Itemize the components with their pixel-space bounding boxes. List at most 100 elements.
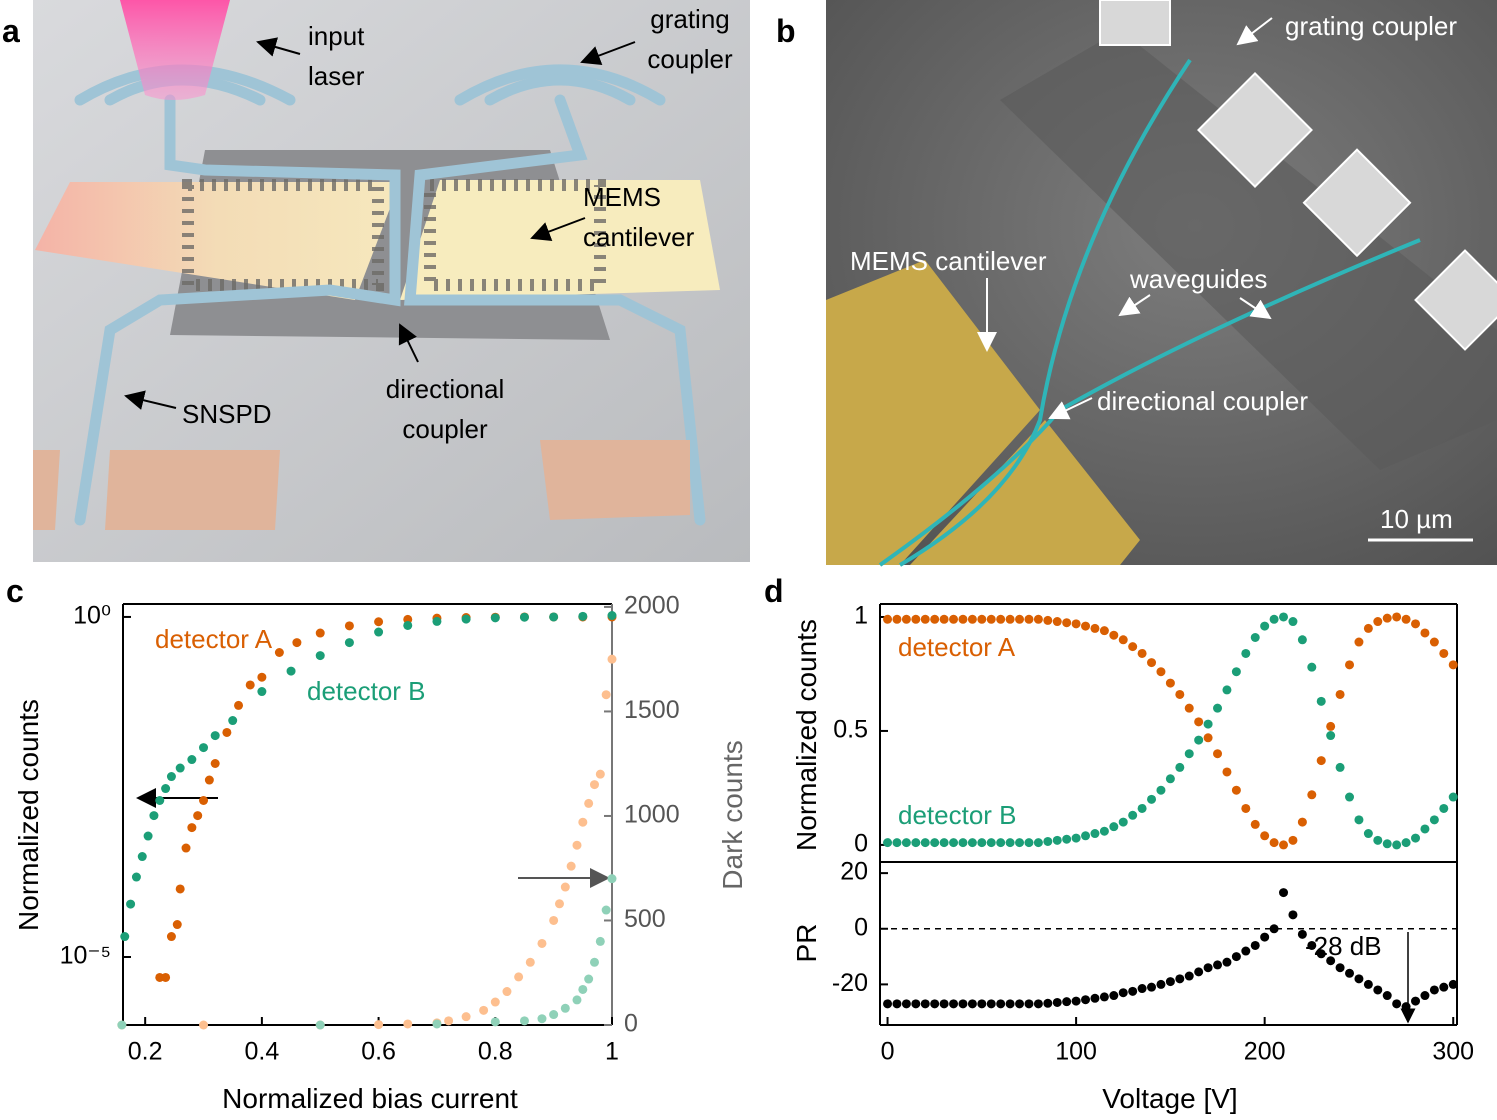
- data-point: [1439, 803, 1449, 813]
- y-tick-label: 10⁻⁵: [60, 942, 111, 970]
- x-tick-label: 1: [605, 1038, 619, 1066]
- data-point: [461, 614, 471, 624]
- data-point: [490, 613, 500, 623]
- data-point: [1165, 678, 1175, 688]
- data-point: [1090, 829, 1100, 839]
- data-point: [444, 1016, 454, 1026]
- data-point: [1307, 940, 1317, 950]
- data-point: [967, 999, 977, 1009]
- data-point: [578, 817, 588, 827]
- x-tick-label: 0.8: [478, 1038, 513, 1066]
- data-point: [1128, 810, 1138, 820]
- data-point: [1363, 623, 1373, 633]
- data-point: [210, 731, 220, 741]
- data-point: [1175, 689, 1185, 699]
- data-point: [1024, 838, 1034, 848]
- data-point: [1203, 719, 1213, 729]
- annotation: -28 dB: [1305, 931, 1382, 961]
- y-axis-label: Normalized counts: [13, 699, 44, 931]
- data-point: [1099, 826, 1109, 836]
- x-tick-label: 300: [1432, 1038, 1474, 1066]
- data-point: [222, 727, 232, 737]
- data-point: [1420, 628, 1430, 638]
- data-point: [502, 987, 512, 997]
- data-point: [986, 614, 996, 624]
- data-point: [1288, 617, 1298, 627]
- data-point: [1401, 614, 1411, 624]
- data-point: [1392, 840, 1402, 850]
- annotation: SNSPD: [182, 399, 272, 429]
- data-point: [607, 611, 617, 621]
- annotation: MEMS cantilever: [850, 246, 1047, 276]
- y-tick-label: 20: [840, 858, 868, 886]
- y2-axis-label: Dark counts: [717, 740, 748, 889]
- data-point: [166, 932, 176, 942]
- data-point: [930, 614, 940, 624]
- data-point: [1099, 992, 1109, 1002]
- data-point: [1250, 819, 1260, 829]
- data-point: [1392, 999, 1402, 1009]
- data-point: [1071, 619, 1081, 629]
- data-point: [1316, 756, 1326, 766]
- data-point: [996, 614, 1006, 624]
- data-point: [525, 957, 535, 967]
- data-point: [117, 1020, 127, 1030]
- data-point: [1156, 667, 1166, 677]
- data-point: [1269, 838, 1279, 848]
- data-point: [1420, 824, 1430, 834]
- y-tick-label: 0.5: [833, 716, 868, 744]
- data-point: [578, 984, 588, 994]
- data-point: [1015, 614, 1025, 624]
- data-point: [1128, 986, 1138, 996]
- data-point: [892, 838, 902, 848]
- data-point: [292, 638, 302, 648]
- data-point: [234, 700, 244, 710]
- data-point: [1062, 997, 1072, 1007]
- y-tick-label: 10⁰: [73, 602, 111, 630]
- data-point: [1194, 735, 1204, 745]
- panel-label: b: [776, 13, 796, 49]
- data-point: [930, 838, 940, 848]
- data-point: [1382, 839, 1392, 849]
- data-point: [1231, 952, 1241, 962]
- data-point: [1222, 767, 1232, 777]
- data-point: [461, 1012, 471, 1022]
- data-point: [490, 997, 500, 1007]
- data-point: [1401, 838, 1411, 848]
- data-point: [344, 638, 354, 648]
- data-point: [514, 972, 524, 982]
- data-point: [549, 915, 559, 925]
- data-point: [1260, 932, 1270, 942]
- data-point: [901, 838, 911, 848]
- data-point: [589, 780, 599, 790]
- data-point: [1392, 612, 1402, 622]
- data-point: [1260, 831, 1270, 841]
- y-tick-label: -20: [832, 969, 868, 997]
- data-point: [883, 614, 893, 624]
- x-axis-label: Voltage [V]: [1102, 1083, 1237, 1114]
- data-point: [1090, 623, 1100, 633]
- data-point: [566, 861, 576, 871]
- data-point: [1363, 979, 1373, 989]
- data-point: [1326, 731, 1336, 741]
- data-point: [1335, 963, 1345, 973]
- data-point: [257, 672, 267, 682]
- data-point: [1109, 991, 1119, 1001]
- data-point: [1241, 648, 1251, 658]
- data-point: [996, 838, 1006, 848]
- data-point: [560, 882, 570, 892]
- data-point: [930, 999, 940, 1009]
- data-point: [1203, 733, 1213, 743]
- data-point: [949, 614, 959, 624]
- data-point: [274, 648, 284, 658]
- data-point: [1184, 749, 1194, 759]
- data-point: [172, 920, 182, 930]
- data-point: [549, 1010, 559, 1020]
- data-point: [1005, 838, 1015, 848]
- data-point: [1279, 612, 1289, 622]
- data-point: [1156, 785, 1166, 795]
- data-point: [1090, 993, 1100, 1003]
- data-point: [479, 1005, 489, 1015]
- data-point: [1175, 974, 1185, 984]
- data-point: [892, 999, 902, 1009]
